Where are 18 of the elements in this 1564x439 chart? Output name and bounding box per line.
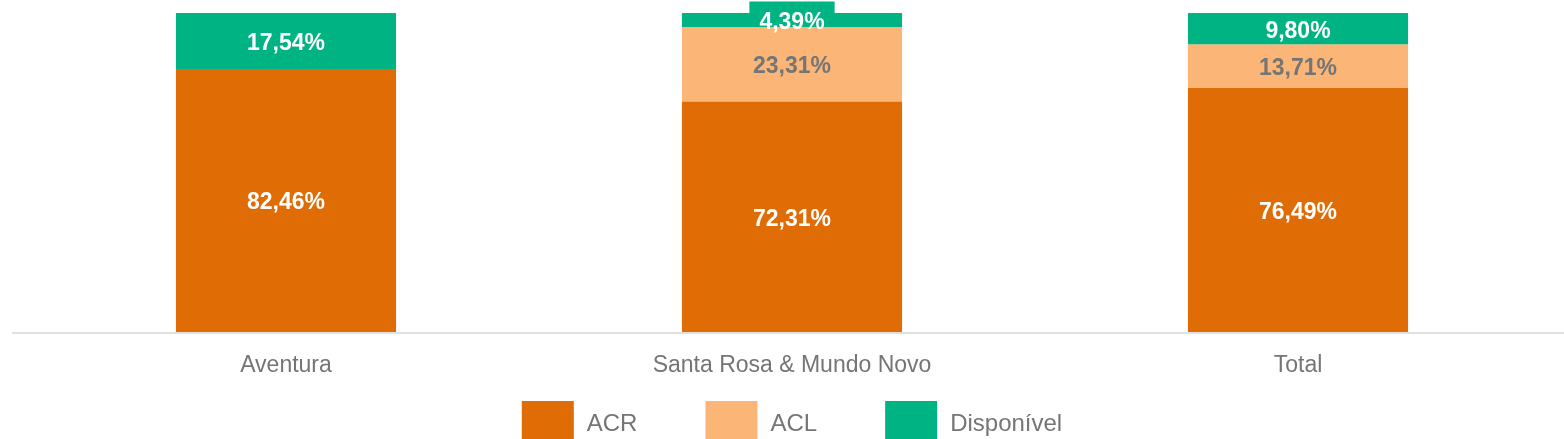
bar (175, 68, 397, 332)
bar (175, 13, 397, 69)
legend-label: Disponível (950, 408, 1063, 436)
x-tick-label: Santa Rosa & Mundo Novo (652, 351, 932, 377)
data-label: 82,46% (246, 188, 326, 215)
x-tick-label: Aventura (240, 351, 333, 377)
legend-label: ACL (770, 408, 818, 436)
legend-label: ACR (586, 408, 638, 436)
data-label: 13,71% (1258, 54, 1338, 81)
bar (1187, 88, 1409, 332)
x-tick-label: Total (1273, 351, 1323, 377)
bar (1187, 44, 1409, 89)
data-label: 17,54% (246, 29, 326, 56)
bar (681, 101, 903, 332)
data-label: 72,31% (752, 204, 832, 231)
data-label: 76,49% (1258, 198, 1338, 225)
data-label: 23,31% (752, 52, 832, 79)
data-label: 9,80% (1265, 16, 1331, 43)
